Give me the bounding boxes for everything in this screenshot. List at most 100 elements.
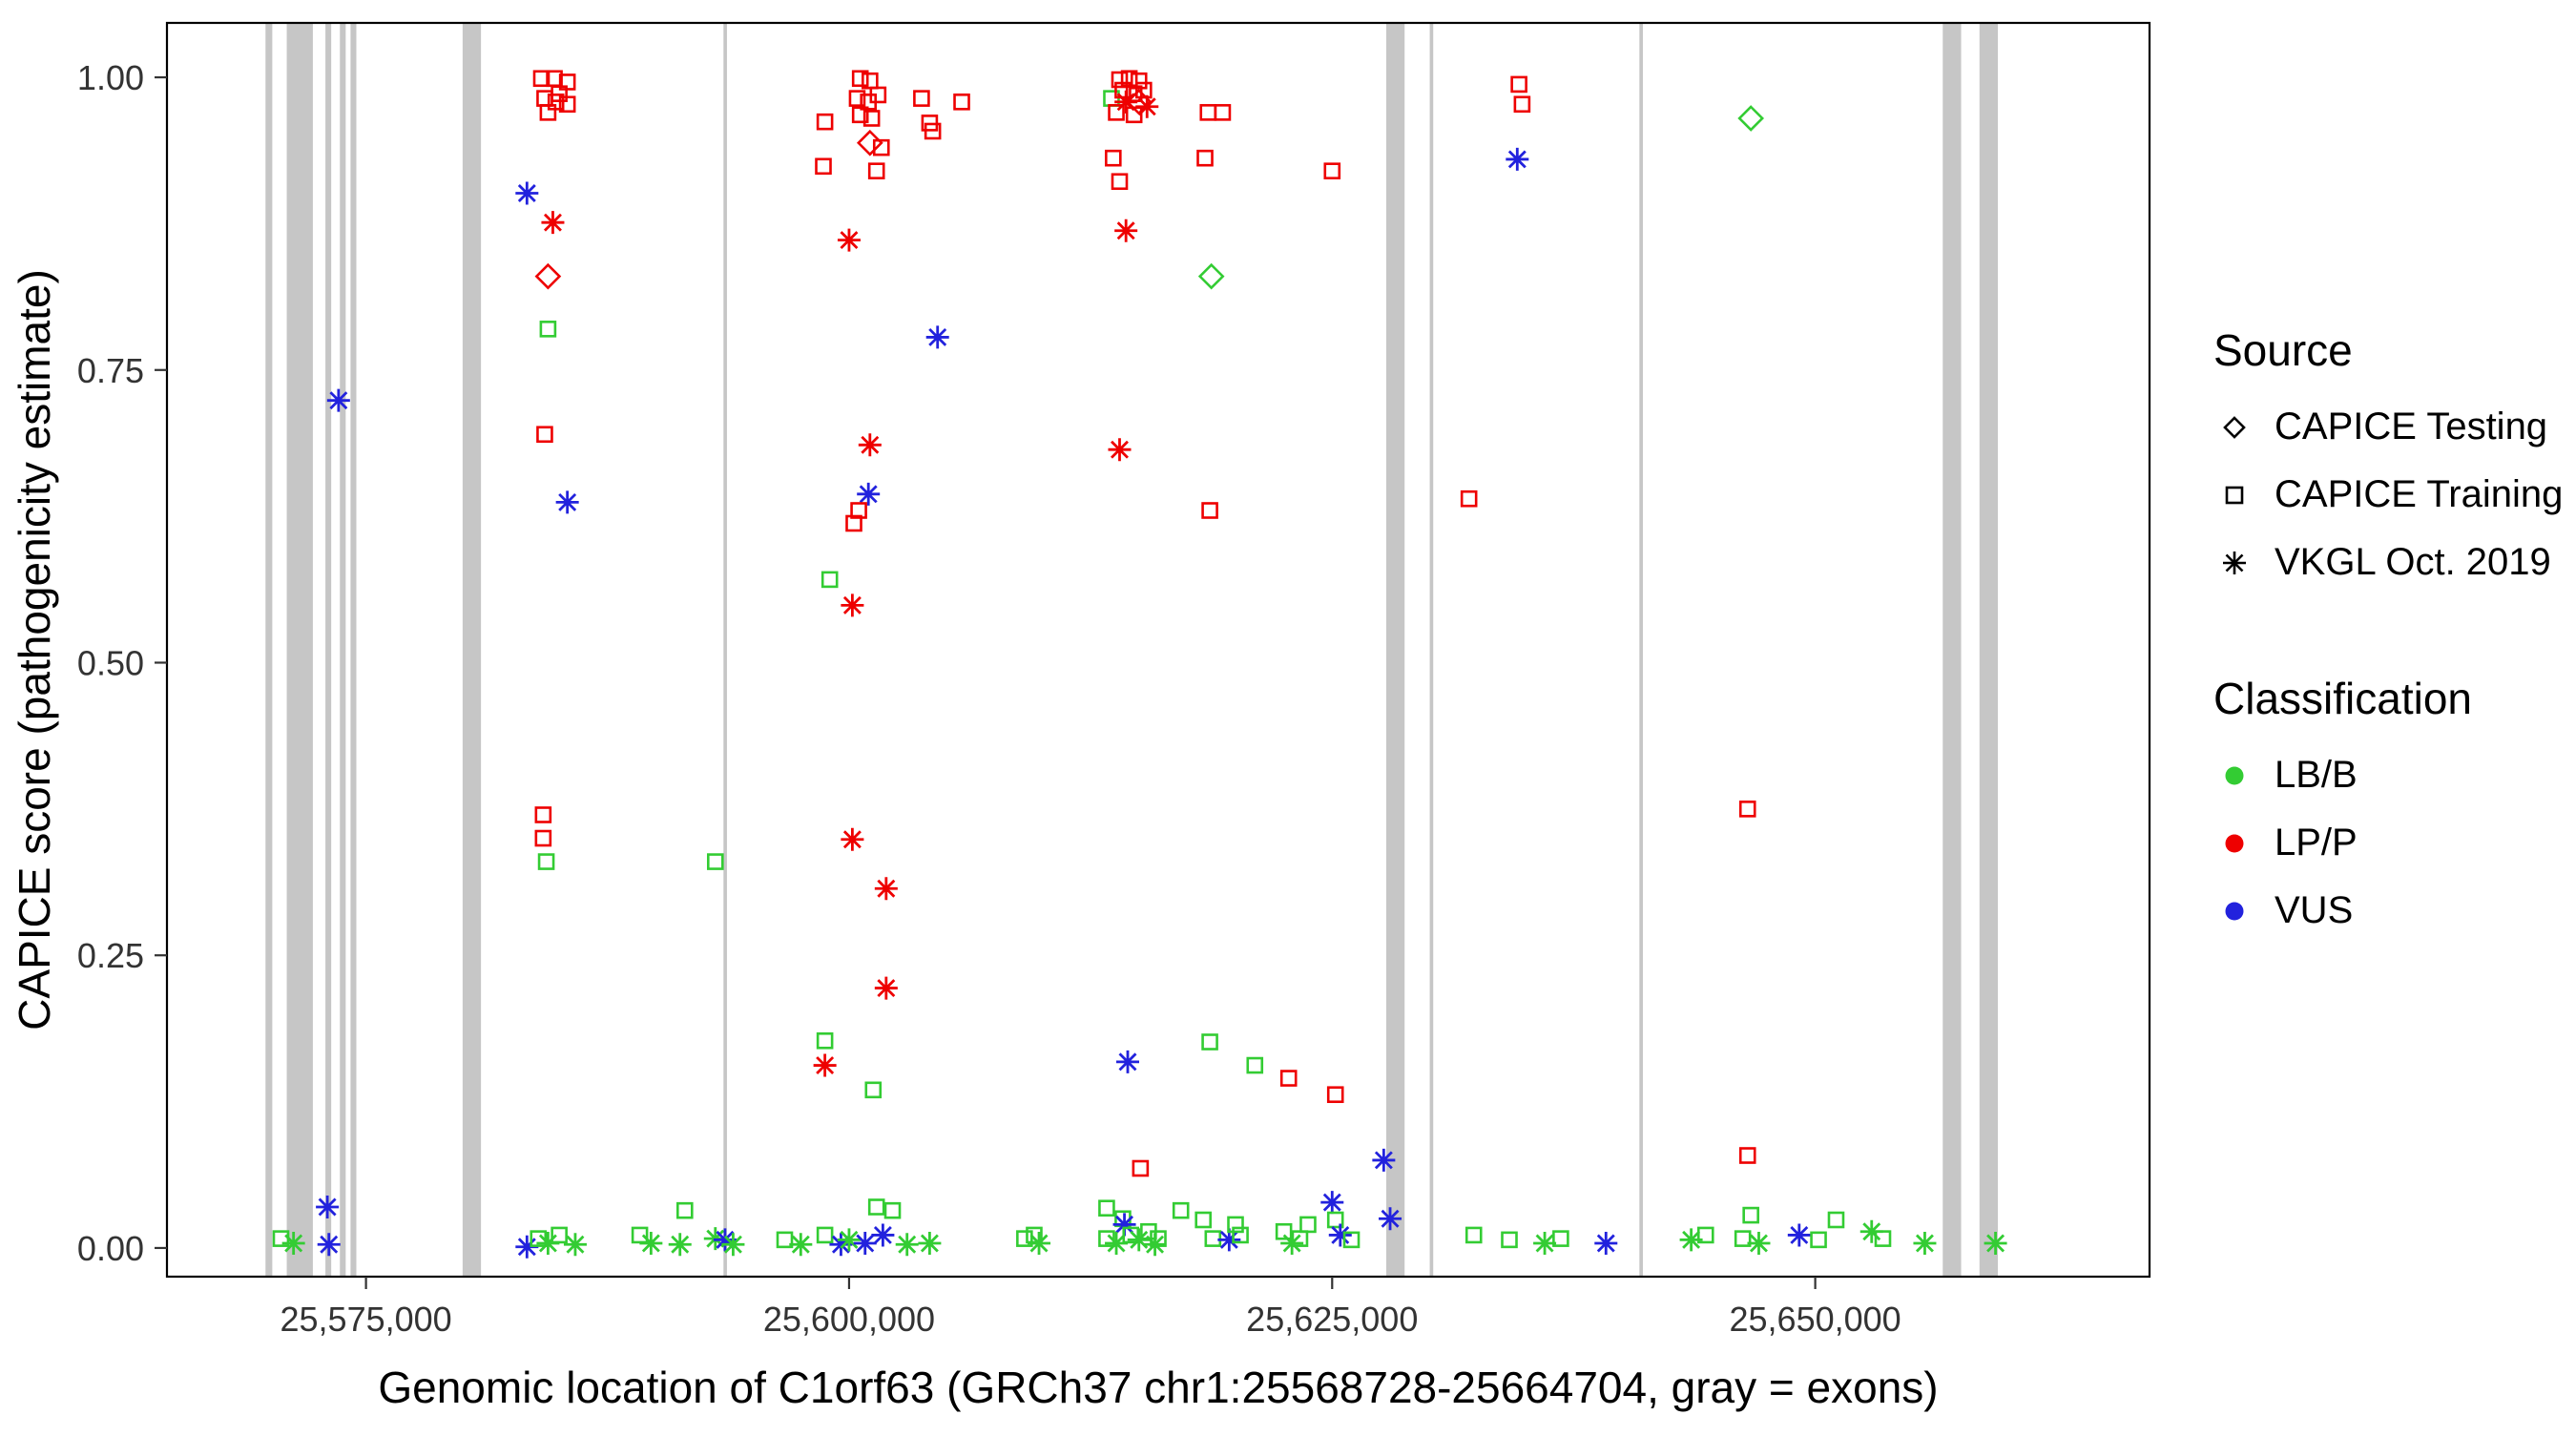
data-point-square: [869, 86, 887, 104]
exon-bars: [265, 23, 1999, 1277]
data-point-asterisk: [1112, 1213, 1136, 1237]
data-point-square: [821, 571, 839, 589]
x-tick-label: 25,650,000: [1730, 1300, 1901, 1339]
exon-bar: [325, 23, 332, 1277]
data-point-square: [1214, 104, 1232, 121]
diamond-icon: [2223, 415, 2246, 439]
exon-bar: [462, 23, 482, 1277]
data-point-asterisk: [1594, 1232, 1618, 1256]
data-point-square: [953, 94, 970, 111]
data-point-square: [883, 1201, 902, 1219]
green-dot-icon: [2225, 766, 2244, 784]
exon-bar: [340, 23, 346, 1277]
data-point-square: [706, 853, 724, 870]
data-point-square: [1016, 1230, 1033, 1247]
data-point-square: [1742, 1206, 1759, 1224]
exon-bar: [1942, 23, 1962, 1277]
data-point-square: [532, 70, 551, 88]
exon-bar: [1639, 23, 1643, 1277]
data-point-square: [1195, 1211, 1212, 1229]
data-point-asterisk: [713, 1228, 737, 1252]
y-tick-label: 0.50: [77, 643, 144, 682]
data-point-asterisk: [895, 1233, 919, 1257]
data-point-asterisk: [1105, 1232, 1129, 1256]
data-point-asterisk: [1506, 147, 1529, 171]
legend-item-label: LB/B: [2275, 754, 2358, 796]
data-point-square: [1299, 1216, 1317, 1234]
data-point-asterisk: [837, 228, 861, 252]
data-point-asterisk: [1114, 219, 1138, 242]
data-point-square: [1125, 106, 1143, 124]
legend-item-vkgl: VKGL Oct. 2019: [2213, 529, 2566, 596]
exon-bar: [265, 23, 273, 1277]
data-point-square: [816, 113, 834, 131]
data-point-asterisk: [1028, 1232, 1051, 1256]
data-point-square: [845, 514, 862, 532]
data-point-square: [913, 90, 930, 107]
data-point-square: [1196, 149, 1214, 167]
data-point-square: [867, 162, 885, 180]
legend-source-title: Source: [2213, 325, 2353, 375]
data-point-asterisk: [841, 827, 864, 851]
data-point-square: [1275, 1222, 1293, 1240]
data-point-square: [1105, 149, 1122, 167]
y-tick-label: 0.75: [77, 351, 144, 390]
legend-item-label: CAPICE Training: [2275, 473, 2564, 515]
data-point-square: [1465, 1226, 1483, 1244]
data-point-square: [551, 1226, 568, 1244]
legend-item-lbb: LB/B: [2213, 741, 2566, 809]
data-point-asterisk: [515, 181, 539, 205]
data-point-square: [924, 122, 942, 140]
data-point-square: [539, 321, 557, 338]
x-tick-label: 25,575,000: [280, 1300, 452, 1339]
legend-item-label: CAPICE Testing: [2275, 406, 2548, 447]
red-dot-icon: [2225, 834, 2244, 852]
y-tick-label: 0.00: [77, 1229, 144, 1268]
data-point-asterisk: [1913, 1232, 1937, 1256]
data-point-square: [1232, 1226, 1249, 1244]
data-point-square: [1738, 801, 1756, 818]
data-point-square: [675, 1201, 694, 1219]
data-point-asterisk: [536, 1232, 560, 1256]
data-point-square: [1150, 1230, 1167, 1247]
legend-item-label: LP/P: [2275, 822, 2358, 864]
data-point-square: [1246, 1056, 1264, 1074]
data-point-square: [1201, 1033, 1218, 1051]
legend-item-label: VKGL Oct. 2019: [2275, 541, 2551, 583]
data-point-asterisk: [1747, 1232, 1771, 1256]
x-tick-label: 25,600,000: [763, 1300, 935, 1339]
data-point-asterisk: [858, 433, 882, 457]
data-point-square: [848, 90, 866, 107]
data-point-square: [1827, 1211, 1845, 1229]
data-point-square: [1130, 72, 1148, 90]
data-point-asterisk: [317, 1233, 341, 1257]
data-point-asterisk: [789, 1233, 813, 1257]
panel-border: [165, 21, 2151, 1279]
data-point-asterisk: [1108, 438, 1132, 462]
exon-bar: [286, 23, 313, 1277]
data-point-square: [862, 110, 881, 127]
data-point-square: [1172, 1201, 1190, 1219]
legend-item-capice-training: CAPICE Training: [2213, 461, 2566, 529]
data-point-square: [537, 853, 555, 870]
x-tick-label: 25,625,000: [1246, 1300, 1418, 1339]
data-point-square: [864, 1081, 883, 1099]
data-point-asterisk: [874, 976, 898, 1000]
data-point-square: [1135, 81, 1153, 99]
data-point-square: [1098, 1199, 1115, 1217]
y-tick-label: 0.25: [77, 936, 144, 975]
data-point-asterisk: [925, 325, 949, 349]
data-point-square: [551, 85, 568, 103]
asterisk-icon: [2223, 551, 2246, 574]
data-point-square: [1279, 1070, 1298, 1087]
data-point-asterisk: [829, 1233, 853, 1257]
data-point-asterisk: [1679, 1228, 1703, 1252]
data-point-square: [1810, 1231, 1827, 1249]
data-point-asterisk: [1372, 1148, 1396, 1172]
data-point-square: [1201, 502, 1218, 519]
exon-bar: [1429, 23, 1434, 1277]
data-point-asterisk: [841, 593, 864, 617]
data-point-asterisk: [1114, 90, 1138, 114]
